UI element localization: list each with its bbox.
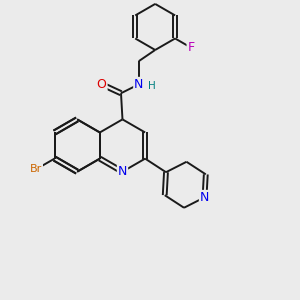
Text: O: O	[97, 78, 106, 91]
Text: Br: Br	[30, 164, 42, 174]
Text: N: N	[200, 191, 209, 204]
Text: N: N	[134, 78, 143, 91]
Text: F: F	[188, 41, 195, 54]
Text: N: N	[118, 165, 127, 178]
Text: H: H	[148, 81, 156, 91]
